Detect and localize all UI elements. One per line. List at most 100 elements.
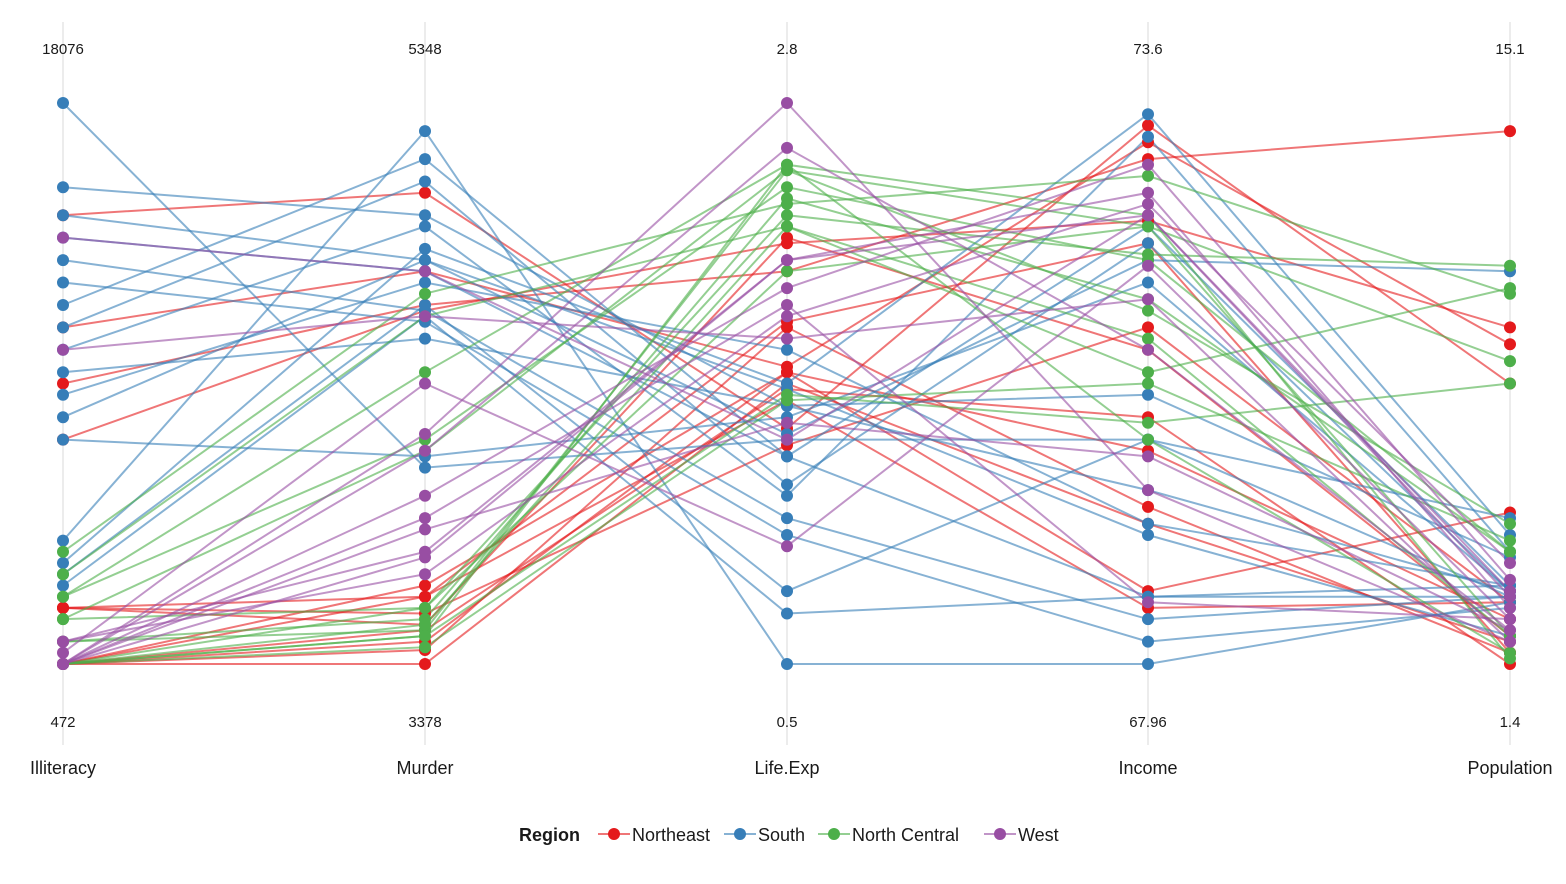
legend-label-south: South: [758, 825, 805, 845]
data-point-south: [781, 343, 793, 356]
data-point-west: [419, 512, 431, 525]
data-point-south: [1142, 388, 1154, 401]
data-point-north-central: [1142, 169, 1154, 182]
data-point-north-central: [781, 181, 793, 194]
data-point-south: [1142, 237, 1154, 250]
data-point-south: [57, 321, 69, 334]
data-point-south: [57, 276, 69, 289]
data-point-west: [419, 444, 431, 457]
data-point-northeast: [1504, 338, 1516, 351]
data-point-west: [419, 568, 431, 581]
axis-name-income: Income: [1118, 758, 1177, 778]
data-point-north-central: [781, 209, 793, 222]
data-point-west: [781, 97, 793, 109]
data-point-northeast: [1504, 321, 1516, 334]
data-point-south: [781, 585, 793, 598]
axis-min-label-income: 67.96: [1129, 714, 1167, 731]
data-point-west: [1504, 573, 1516, 586]
data-point-north-central: [57, 568, 69, 581]
data-point-south: [419, 276, 431, 289]
legend-key-dot-south: [734, 828, 746, 840]
data-point-north-central: [1504, 517, 1516, 530]
data-point-northeast: [781, 366, 793, 379]
data-point-south: [781, 512, 793, 525]
data-point-west: [781, 540, 793, 553]
data-point-northeast: [419, 186, 431, 199]
axis-max-label-population: 15.1: [1495, 41, 1524, 58]
data-point-northeast: [419, 590, 431, 603]
points-layer: [57, 97, 1516, 670]
data-point-west: [781, 282, 793, 295]
axis-max-label-illiteracy: 18076: [42, 41, 84, 58]
data-point-south: [57, 299, 69, 311]
data-point-west: [57, 635, 69, 648]
axis-min-label-illiteracy: 472: [50, 714, 75, 731]
data-point-west: [1142, 198, 1154, 210]
axis-name-illiteracy: Illiteracy: [30, 758, 96, 778]
data-point-south: [57, 366, 69, 379]
data-point-west: [781, 254, 793, 267]
data-point-south: [419, 220, 431, 233]
data-point-south: [1142, 517, 1154, 530]
data-point-south: [1142, 635, 1154, 648]
data-point-west: [419, 310, 431, 323]
data-point-north-central: [57, 545, 69, 558]
data-point-south: [57, 534, 69, 547]
data-point-north-central: [419, 641, 431, 654]
axis-name-life-exp: Life.Exp: [754, 758, 819, 778]
data-point-south: [419, 461, 431, 474]
data-point-south: [1142, 130, 1154, 143]
data-point-north-central: [1142, 332, 1154, 345]
data-point-north-central: [1142, 248, 1154, 261]
data-point-north-central: [781, 388, 793, 401]
data-point-south: [781, 377, 793, 390]
data-point-north-central: [57, 613, 69, 626]
data-point-south: [57, 433, 69, 446]
data-point-south: [1142, 529, 1154, 541]
data-point-south: [419, 254, 431, 267]
data-point-north-central: [419, 618, 431, 631]
axis-max-label-income: 73.6: [1133, 41, 1162, 58]
data-point-west: [781, 433, 793, 446]
legend-key-dot-west: [994, 828, 1006, 840]
data-point-south: [57, 579, 69, 592]
data-point-west: [419, 523, 431, 536]
legend-key-dot-north-central: [828, 828, 840, 840]
data-point-north-central: [1504, 534, 1516, 547]
data-point-west: [1142, 484, 1154, 497]
data-point-northeast: [1142, 500, 1154, 513]
data-point-south: [57, 388, 69, 401]
data-point-west: [57, 343, 69, 356]
data-point-west: [781, 332, 793, 345]
data-point-south: [1142, 276, 1154, 289]
data-point-west: [419, 489, 431, 502]
data-point-north-central: [1142, 304, 1154, 317]
data-point-west: [419, 377, 431, 390]
data-point-west: [1142, 259, 1154, 272]
data-point-west: [419, 265, 431, 278]
data-point-south: [781, 489, 793, 502]
axis-min-label-life-exp: 0.5: [777, 714, 798, 731]
data-point-north-central: [781, 192, 793, 205]
legend-label-west: West: [1018, 825, 1059, 845]
axis-min-label-murder: 3378: [408, 714, 441, 731]
data-point-north-central: [781, 265, 793, 278]
data-point-south: [1142, 108, 1154, 121]
data-point-northeast: [1142, 321, 1154, 334]
data-point-west: [57, 646, 69, 659]
data-point-north-central: [419, 630, 431, 642]
data-point-south: [57, 411, 69, 424]
data-point-north-central: [1504, 545, 1516, 558]
data-point-west: [1142, 186, 1154, 199]
data-point-north-central: [1504, 646, 1516, 659]
data-point-north-central: [1142, 377, 1154, 390]
data-point-west: [1504, 635, 1516, 648]
data-point-west: [781, 141, 793, 154]
data-point-northeast: [781, 231, 793, 244]
labels-layer: 18076 472 Illiteracy 5348 3378 Murder 2.8 0.5 Li…: [30, 41, 1553, 778]
data-point-south: [57, 209, 69, 222]
axis-name-murder: Murder: [396, 758, 453, 778]
data-point-west: [781, 310, 793, 323]
data-point-north-central: [1142, 220, 1154, 233]
